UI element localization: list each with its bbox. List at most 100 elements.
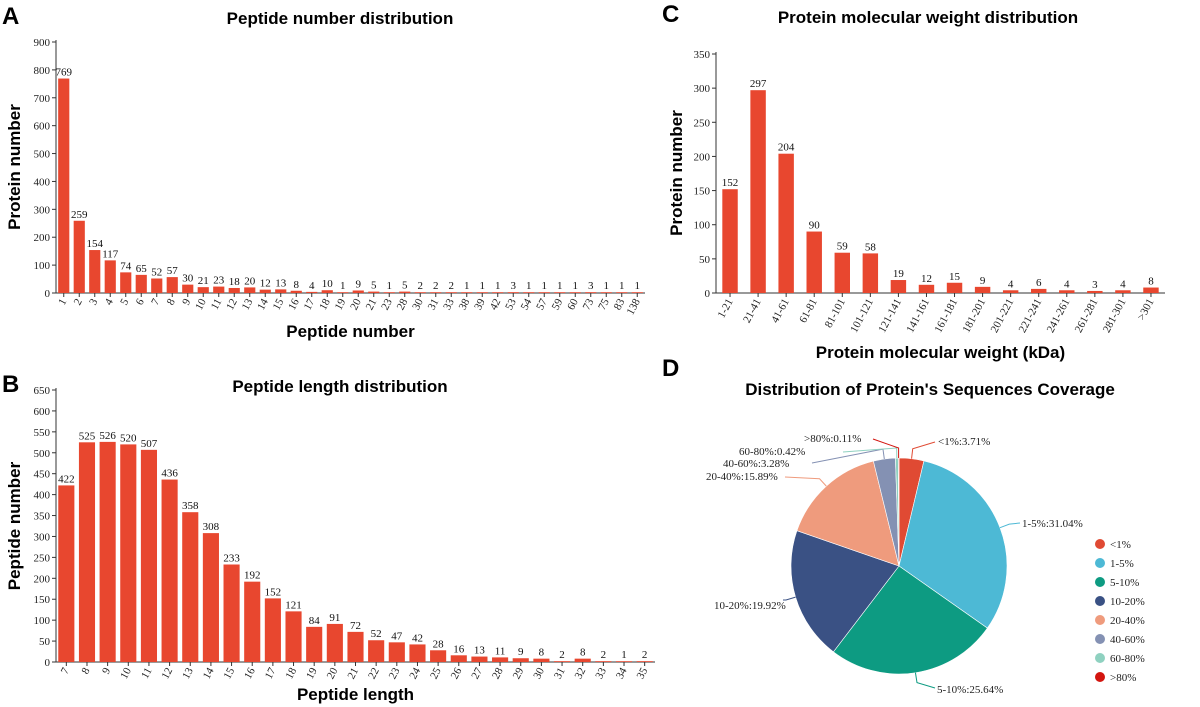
data-label: 308 (203, 521, 220, 533)
bar (600, 292, 612, 293)
data-label: 8 (1148, 276, 1154, 288)
x-tick-label: 11 (209, 297, 225, 312)
legend-label: 1-5% (1110, 558, 1134, 570)
bar (202, 533, 219, 662)
data-label: 28 (433, 638, 445, 650)
bar (445, 292, 457, 293)
data-label: 13 (474, 645, 486, 657)
x-tick-label: 121-141 (876, 297, 904, 335)
chart-title: Peptide length distribution (232, 377, 447, 396)
data-label: 84 (309, 615, 321, 627)
x-tick-label: 75 (596, 296, 612, 312)
x-tick-label: >301 (1135, 297, 1156, 323)
x-tick-label: 141-161 (904, 297, 932, 335)
legend-swatch (1095, 615, 1105, 625)
x-tick-label: 10 (118, 665, 134, 681)
y-tick-label: 150 (34, 594, 51, 606)
pie-slice (790, 530, 900, 653)
data-label: 1 (340, 280, 346, 292)
x-tick-label: 16 (242, 665, 258, 681)
panel-letter-a: A (2, 3, 19, 30)
bar (471, 656, 488, 662)
x-tick-label: 17 (263, 665, 279, 681)
bar (120, 444, 137, 662)
bar (89, 250, 101, 293)
data-label: 358 (182, 500, 199, 512)
bar (538, 292, 550, 293)
x-tick-label: 61-81 (797, 297, 820, 325)
chart-title: Peptide number distribution (227, 9, 454, 28)
y-tick-label: 650 (34, 385, 51, 397)
data-label: 436 (161, 468, 178, 480)
bar (182, 284, 194, 293)
legend-swatch (1095, 539, 1105, 549)
data-label: 9 (356, 278, 362, 290)
bar (1143, 287, 1159, 293)
y-tick-label: 400 (34, 490, 51, 502)
x-tick-label: 181-201 (960, 297, 988, 335)
y-tick-label: 0 (45, 657, 51, 669)
bar (430, 292, 442, 293)
bar (450, 655, 467, 662)
y-tick-label: 0 (45, 288, 51, 300)
chart-c: Protein molecular weight distribution 0 50… (667, 8, 1165, 362)
y-tick-label: 600 (34, 406, 51, 418)
data-label: 9 (980, 275, 986, 287)
bar (326, 623, 343, 662)
y-tick-label: 350 (694, 49, 711, 61)
x-tick-label: 19 (304, 665, 320, 681)
x-tick-label: 101-121 (848, 297, 876, 335)
bar (1059, 290, 1075, 293)
x-tick-label: 19 (333, 296, 349, 312)
x-axis-label: Peptide number (286, 322, 415, 341)
data-label: 4 (1120, 278, 1126, 290)
data-label: 297 (750, 78, 767, 90)
data-label: 1 (557, 280, 563, 292)
bar (58, 78, 70, 293)
data-label: 1 (635, 280, 641, 292)
data-label: 4 (1064, 278, 1070, 290)
x-tick-label: 31 (426, 297, 442, 312)
data-label: 23 (213, 275, 225, 287)
data-label: 1 (621, 649, 627, 661)
data-label: 21 (198, 275, 209, 287)
x-tick-label: 25 (428, 665, 444, 681)
y-tick-label: 200 (34, 232, 51, 244)
data-label: 2 (433, 280, 439, 292)
x-tick-label: 20 (348, 296, 364, 312)
data-label: 526 (99, 430, 116, 442)
pie-leader-line (784, 476, 827, 487)
data-label: 233 (223, 552, 240, 564)
bar (476, 292, 488, 293)
x-tick-label: 161-181 (932, 297, 960, 335)
bar (383, 292, 395, 293)
y-tick-label: 450 (34, 469, 51, 481)
bar (616, 292, 628, 293)
x-tick-label: 5 (118, 296, 131, 307)
bar (151, 278, 163, 293)
legend-swatch (1095, 596, 1105, 606)
data-label: 520 (120, 432, 137, 444)
data-label: 422 (58, 473, 75, 485)
y-tick-label: 500 (34, 448, 51, 460)
data-label: 52 (371, 628, 382, 640)
x-tick-label: 39 (472, 296, 488, 312)
x-tick-label: 13 (240, 296, 256, 312)
data-label: 117 (102, 248, 119, 260)
panel-letter-d: D (662, 355, 679, 382)
y-tick-label: 900 (34, 37, 51, 49)
x-tick-label: 15 (271, 296, 287, 312)
x-tick-label: 241-261 (1045, 297, 1073, 335)
chart-d: Distribution of Protein's Sequences Cove… (706, 380, 1145, 696)
bar (574, 658, 591, 662)
data-label: 8 (580, 647, 586, 659)
bar (806, 231, 822, 293)
data-label: 204 (778, 142, 795, 154)
x-tick-label: 41-61 (769, 297, 792, 325)
x-tick-label: 6 (134, 296, 147, 307)
bar (244, 581, 261, 662)
y-tick-label: 300 (34, 204, 51, 216)
data-label: 15 (949, 271, 961, 283)
data-label: 8 (539, 647, 545, 659)
